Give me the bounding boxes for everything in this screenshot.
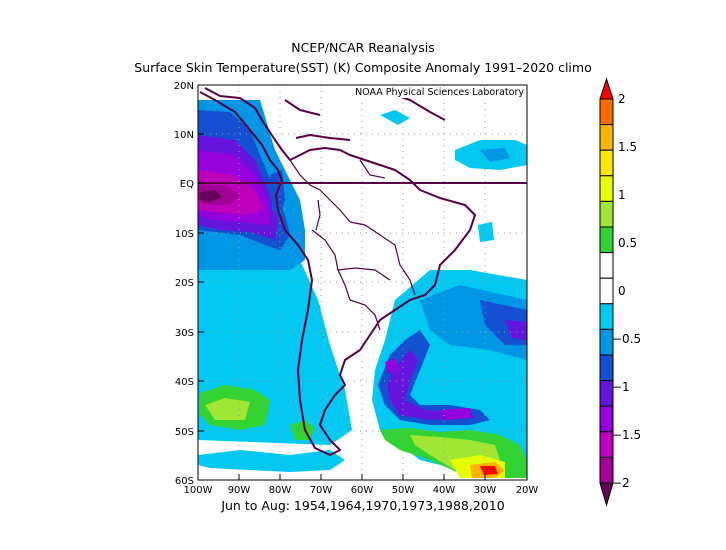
footer-period: Jun to Aug: 1954,1964,1970,1973,1988,201…: [221, 498, 505, 513]
lon-label-20w: 20W: [516, 485, 539, 496]
colorbar-label-neg-2: −2: [612, 476, 630, 490]
lat-label-10s: 10S: [175, 229, 194, 240]
colorbar-swatch: [599, 303, 614, 330]
lat-label-20s: 20S: [175, 278, 194, 289]
colorbar-swatch: [599, 252, 614, 279]
lon-label-90w: 90W: [228, 485, 251, 496]
colorbar-bottom-arrow: [599, 482, 614, 507]
colorbar-swatch: [599, 149, 614, 177]
lon-label-100w: 100W: [184, 485, 213, 496]
lon-label-60w: 60W: [351, 485, 374, 496]
axis-ticks: [197, 84, 528, 481]
watermark-label: NOAA Physical Sciences Laboratory: [355, 87, 524, 98]
colorbar-swatch: [599, 98, 614, 126]
colorbar-label-neg-0-5: −0.5: [612, 332, 641, 346]
colorbar-label-neg-1-5: −1.5: [612, 428, 641, 442]
colorbar-swatch: [599, 200, 614, 228]
lon-label-80w: 80W: [269, 485, 292, 496]
colorbar-label-2: 2: [618, 92, 626, 106]
colorbar-label-0: 0: [618, 284, 626, 298]
lon-label-40w: 40W: [433, 485, 456, 496]
title-line-1: NCEP/NCAR Reanalysis: [291, 40, 435, 55]
lat-label-20n: 20N: [174, 81, 194, 92]
lon-label-50w: 50W: [392, 485, 415, 496]
colorbar-swatch: [599, 226, 614, 254]
colorbar-swatch: [599, 354, 614, 382]
lat-label-40s: 40S: [175, 377, 194, 388]
colorbar: [599, 77, 614, 507]
title-line-2: Surface Skin Temperature(SST) (K) Compos…: [134, 60, 592, 75]
colorbar-swatch: [599, 175, 614, 202]
colorbar-label-0-5: 0.5: [618, 236, 637, 250]
colorbar-labels: 2 1.5 1 0.5 0 −0.5 −1 −1.5 −2: [612, 92, 641, 490]
lat-label-60s: 60S: [175, 476, 194, 487]
colorbar-swatch: [599, 277, 614, 305]
lon-label-30w: 30W: [474, 485, 497, 496]
lat-label-10n: 10N: [174, 130, 194, 141]
lat-label-50s: 50S: [175, 427, 194, 438]
country-borders: [289, 159, 416, 331]
colorbar-top-arrow: [599, 77, 614, 100]
colorbar-label-1: 1: [618, 188, 626, 202]
lat-label-30s: 30S: [175, 328, 194, 339]
footer-caption: Jun to Aug: 1954,1964,1970,1973,1988,201…: [0, 498, 726, 513]
lon-label-70w: 70W: [310, 485, 333, 496]
colorbar-swatch: [599, 124, 614, 151]
lat-label-eq: EQ: [180, 179, 194, 190]
anomaly-field: [198, 85, 527, 480]
colorbar-label-neg-1: −1: [612, 380, 630, 394]
colorbar-label-1-5: 1.5: [618, 140, 637, 154]
